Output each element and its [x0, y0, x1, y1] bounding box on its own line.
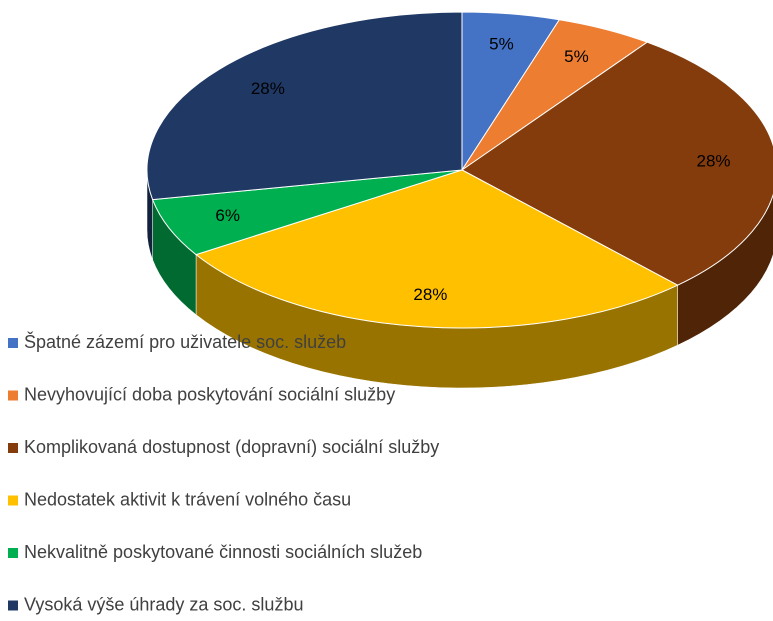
data-label: 28%: [413, 285, 447, 304]
pie-slice: [151, 169, 463, 256]
legend-swatch: [8, 443, 18, 453]
legend-swatch: [8, 495, 18, 506]
legend-label: Komplikovaná dostupnost (dopravní) sociá…: [24, 437, 439, 457]
legend-label: Nekvalitně poskytované činnosti sociální…: [24, 542, 422, 562]
data-label: 5%: [489, 35, 514, 54]
data-label: 6%: [215, 206, 240, 225]
legend-swatch: [8, 548, 18, 558]
pie-slice: [194, 169, 679, 329]
legend-swatch: [8, 338, 18, 348]
legend-swatch: [8, 600, 18, 611]
data-label: 28%: [251, 79, 285, 98]
pie-slice: [146, 11, 463, 201]
data-label: 5%: [564, 47, 589, 66]
legend-label: Nedostatek aktivit k trávení volného čas…: [24, 489, 351, 509]
legend-swatch: [8, 390, 18, 401]
legend-label: Vysoká výše úhrady za soc. službu: [24, 594, 303, 614]
data-label: 28%: [696, 152, 730, 171]
pie-slice: [461, 41, 773, 286]
legend-label: Špatné zázemí pro uživatele soc. služeb: [24, 331, 346, 352]
legend-label: Nevyhovující doba poskytování sociální s…: [24, 384, 395, 404]
